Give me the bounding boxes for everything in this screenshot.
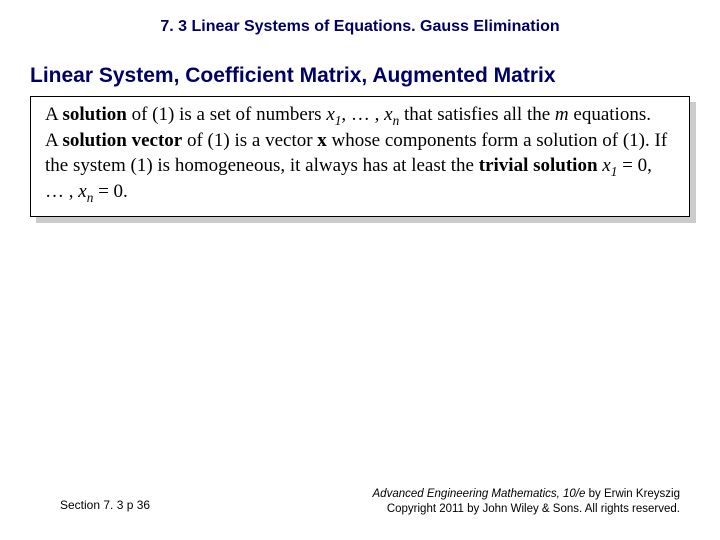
text: equations. [569,104,651,125]
bold-solution-vector: solution vector [62,130,182,151]
text: A [45,130,62,151]
author: by Erwin Kreyszig [585,488,680,500]
section-page: Section 7. 3 p 36 [60,498,150,512]
chapter-header: 7. 3 Linear Systems of Equations. Gauss … [0,0,720,36]
footer-right: Advanced Engineering Mathematics, 10/e b… [373,487,680,518]
subheader-text: Linear System, Coefficient Matrix, Augme… [30,64,556,87]
bold-trivial: trivial solution [479,155,598,176]
bold-x: x [317,130,327,151]
footer-left: Section 7. 3 p 36 [60,498,150,512]
content-box-wrap: A solution of (1) is a set of numbers x1… [30,96,690,217]
section-subheader: Linear System, Coefficient Matrix, Augme… [0,36,720,96]
text: that satisfies all the [399,104,555,125]
chapter-title: 7. 3 Linear Systems of Equations. Gauss … [160,18,559,35]
text: , … , [341,104,384,125]
var-m: m [555,104,569,125]
text: of (1) is a set of numbers [127,104,326,125]
text: = 0. [93,181,127,202]
var-x: x [384,104,392,125]
var-x: x [78,181,86,202]
var-x: x [602,155,610,176]
book-title: Advanced Engineering Mathematics, 10/e [373,488,586,500]
copyright: Copyright 2011 by John Wiley & Sons. All… [387,503,680,515]
bold-solution: solution [62,104,126,125]
text: of (1) is a vector [182,130,317,151]
var-x: x [326,104,334,125]
content-box: A solution of (1) is a set of numbers x1… [30,96,690,217]
text: A [45,104,62,125]
